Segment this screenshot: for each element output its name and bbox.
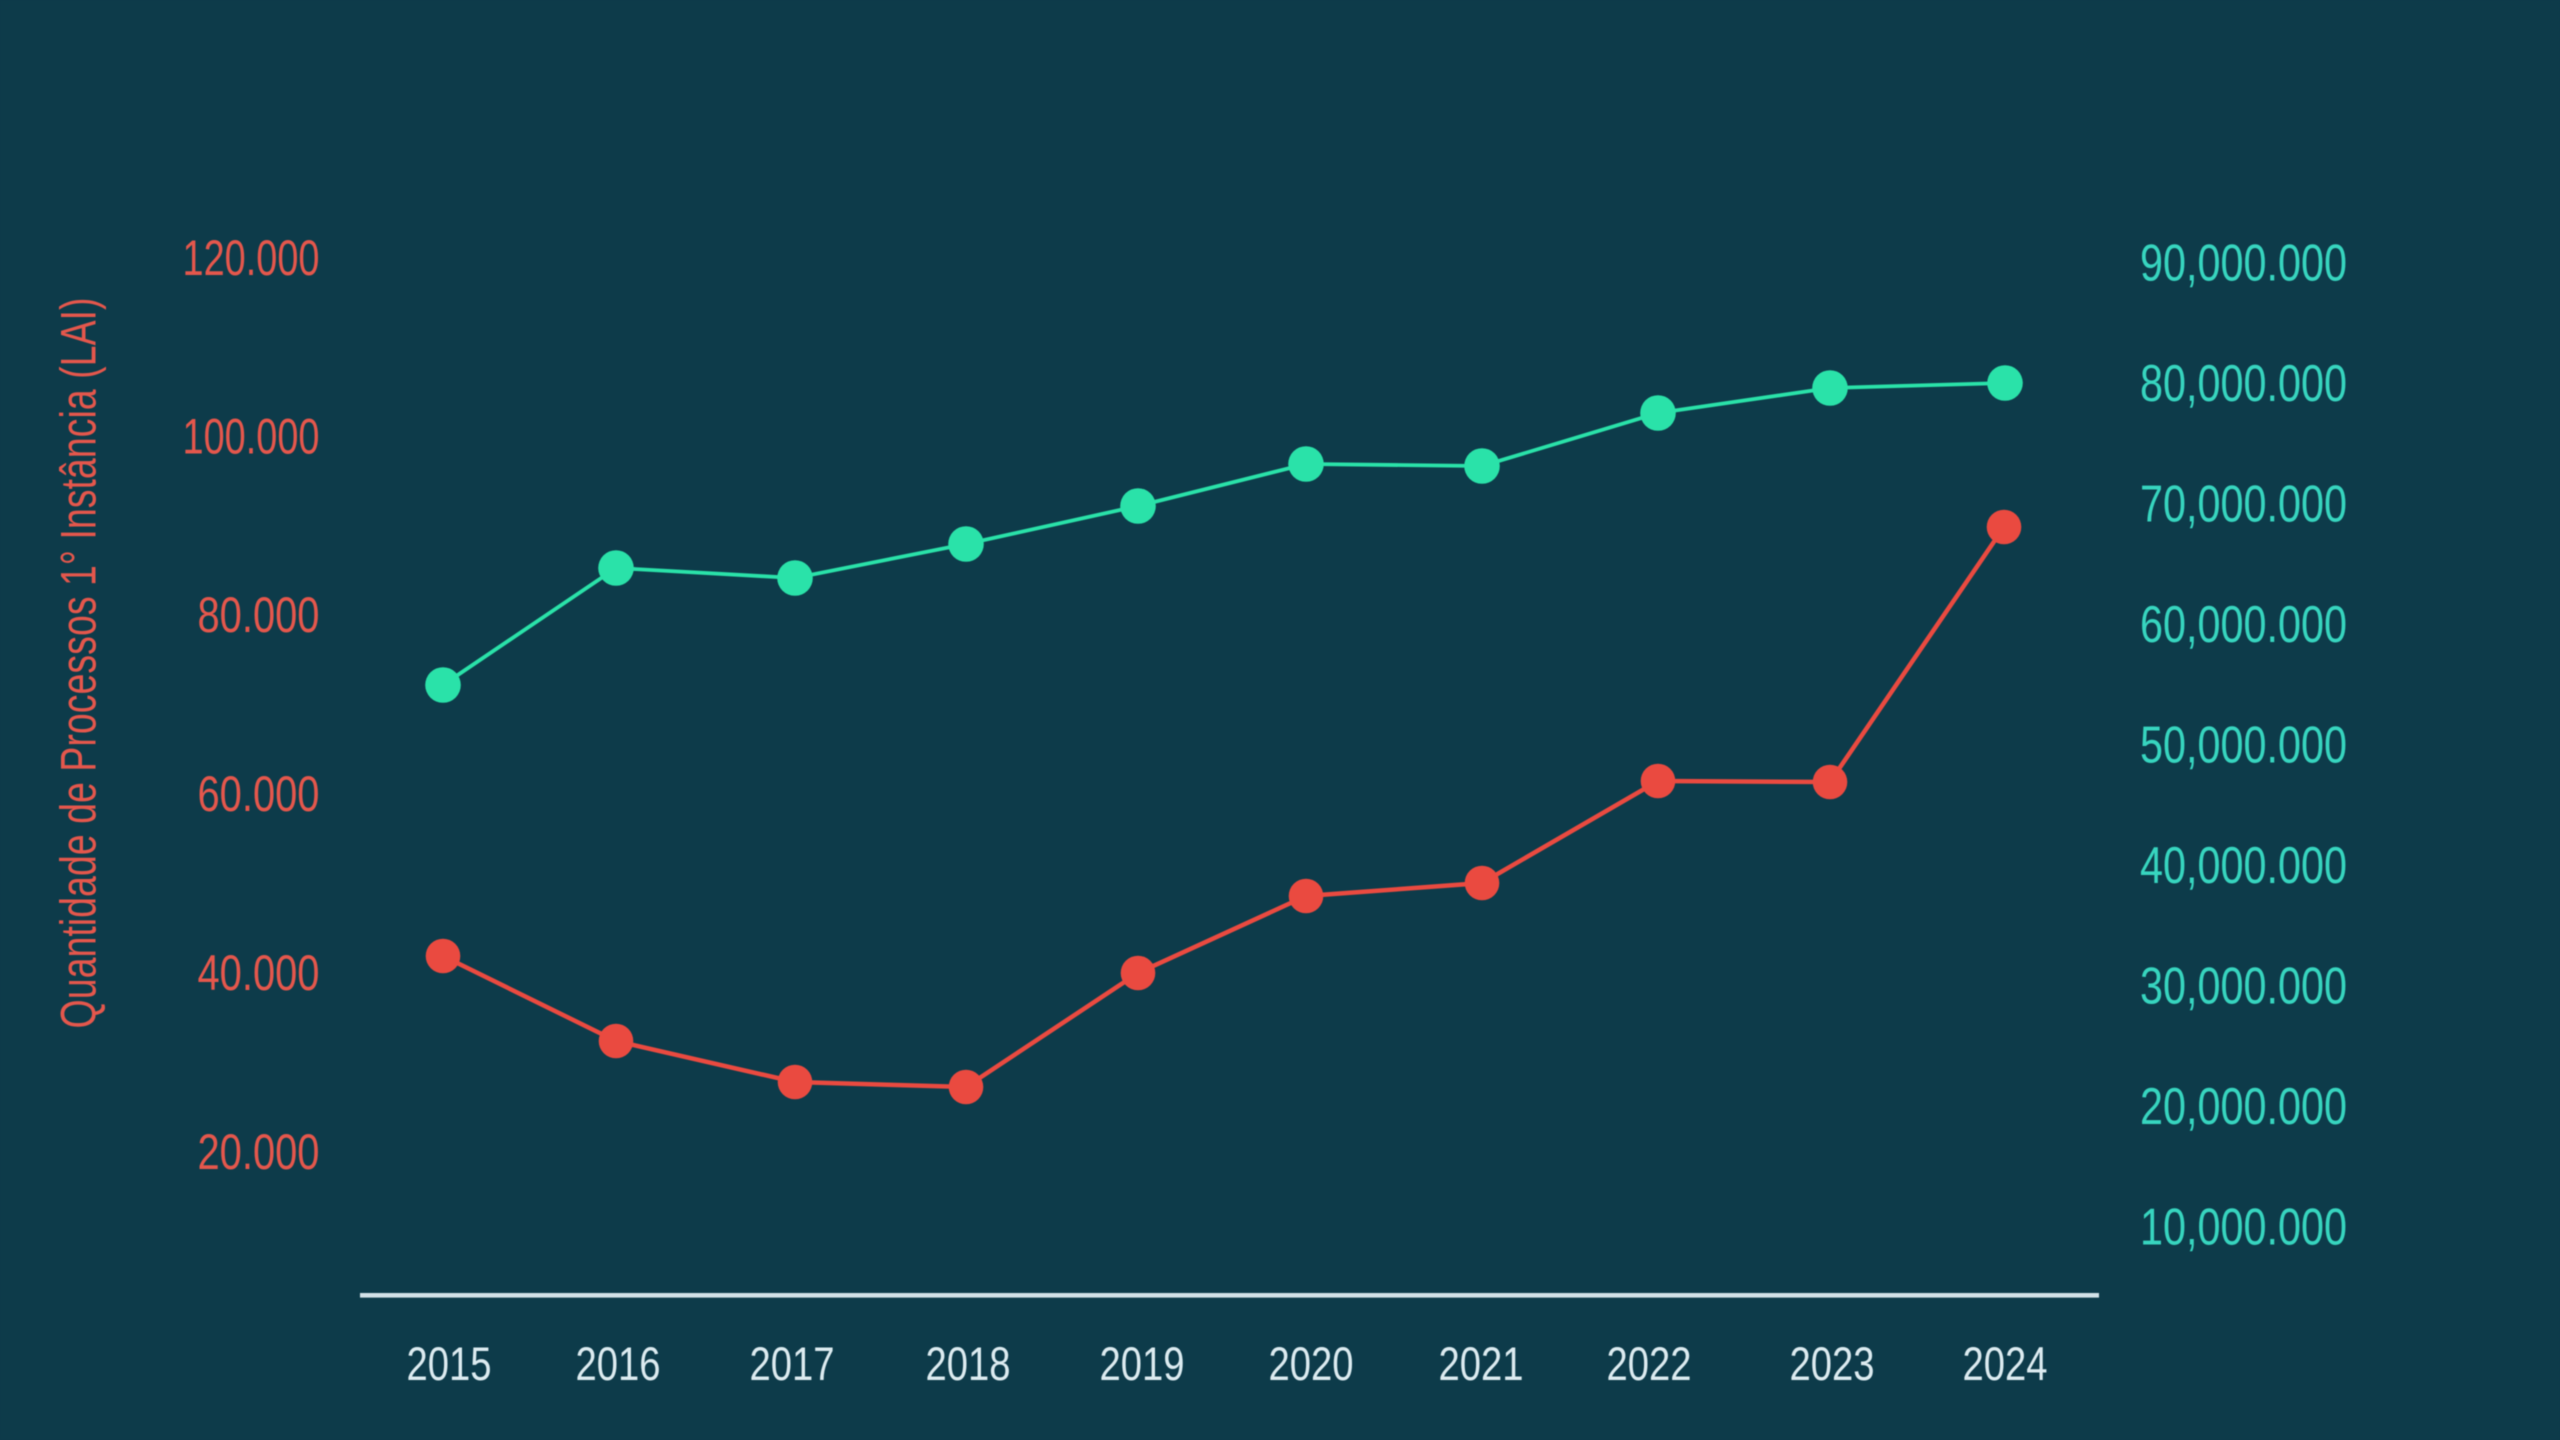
svg-text:80,000.000: 80,000.000 [2140,355,2347,413]
svg-text:2016: 2016 [576,1337,661,1390]
svg-text:30,000.000: 30,000.000 [2140,958,2347,1016]
svg-text:50,000.000: 50,000.000 [2140,717,2347,775]
svg-text:2017: 2017 [750,1337,835,1390]
svg-text:90,000.000: 90,000.000 [2140,235,2347,293]
svg-text:2018: 2018 [926,1337,1011,1390]
svg-text:2022: 2022 [1607,1337,1692,1390]
svg-text:10,000.000: 10,000.000 [2140,1199,2347,1257]
svg-text:2015: 2015 [407,1337,492,1390]
svg-text:2024: 2024 [1963,1337,2048,1390]
svg-text:120.000: 120.000 [183,230,320,286]
svg-text:2019: 2019 [1100,1337,1185,1390]
svg-text:2021: 2021 [1439,1337,1524,1390]
svg-text:2023: 2023 [1790,1337,1875,1390]
svg-text:40.000: 40.000 [198,945,320,1001]
svg-text:2020: 2020 [1269,1337,1354,1390]
svg-text:20,000.000: 20,000.000 [2140,1078,2347,1136]
svg-text:60,000.000: 60,000.000 [2140,596,2347,654]
svg-text:Quantidade de Processos 1° Ins: Quantidade de Processos 1° Instância (LA… [51,298,107,1029]
svg-text:20.000: 20.000 [198,1124,320,1180]
svg-text:70,000.000: 70,000.000 [2140,476,2347,534]
svg-text:40,000.000: 40,000.000 [2140,837,2347,895]
svg-text:60.000: 60.000 [198,766,320,822]
svg-text:100.000: 100.000 [183,409,320,465]
svg-text:80.000: 80.000 [198,587,320,643]
